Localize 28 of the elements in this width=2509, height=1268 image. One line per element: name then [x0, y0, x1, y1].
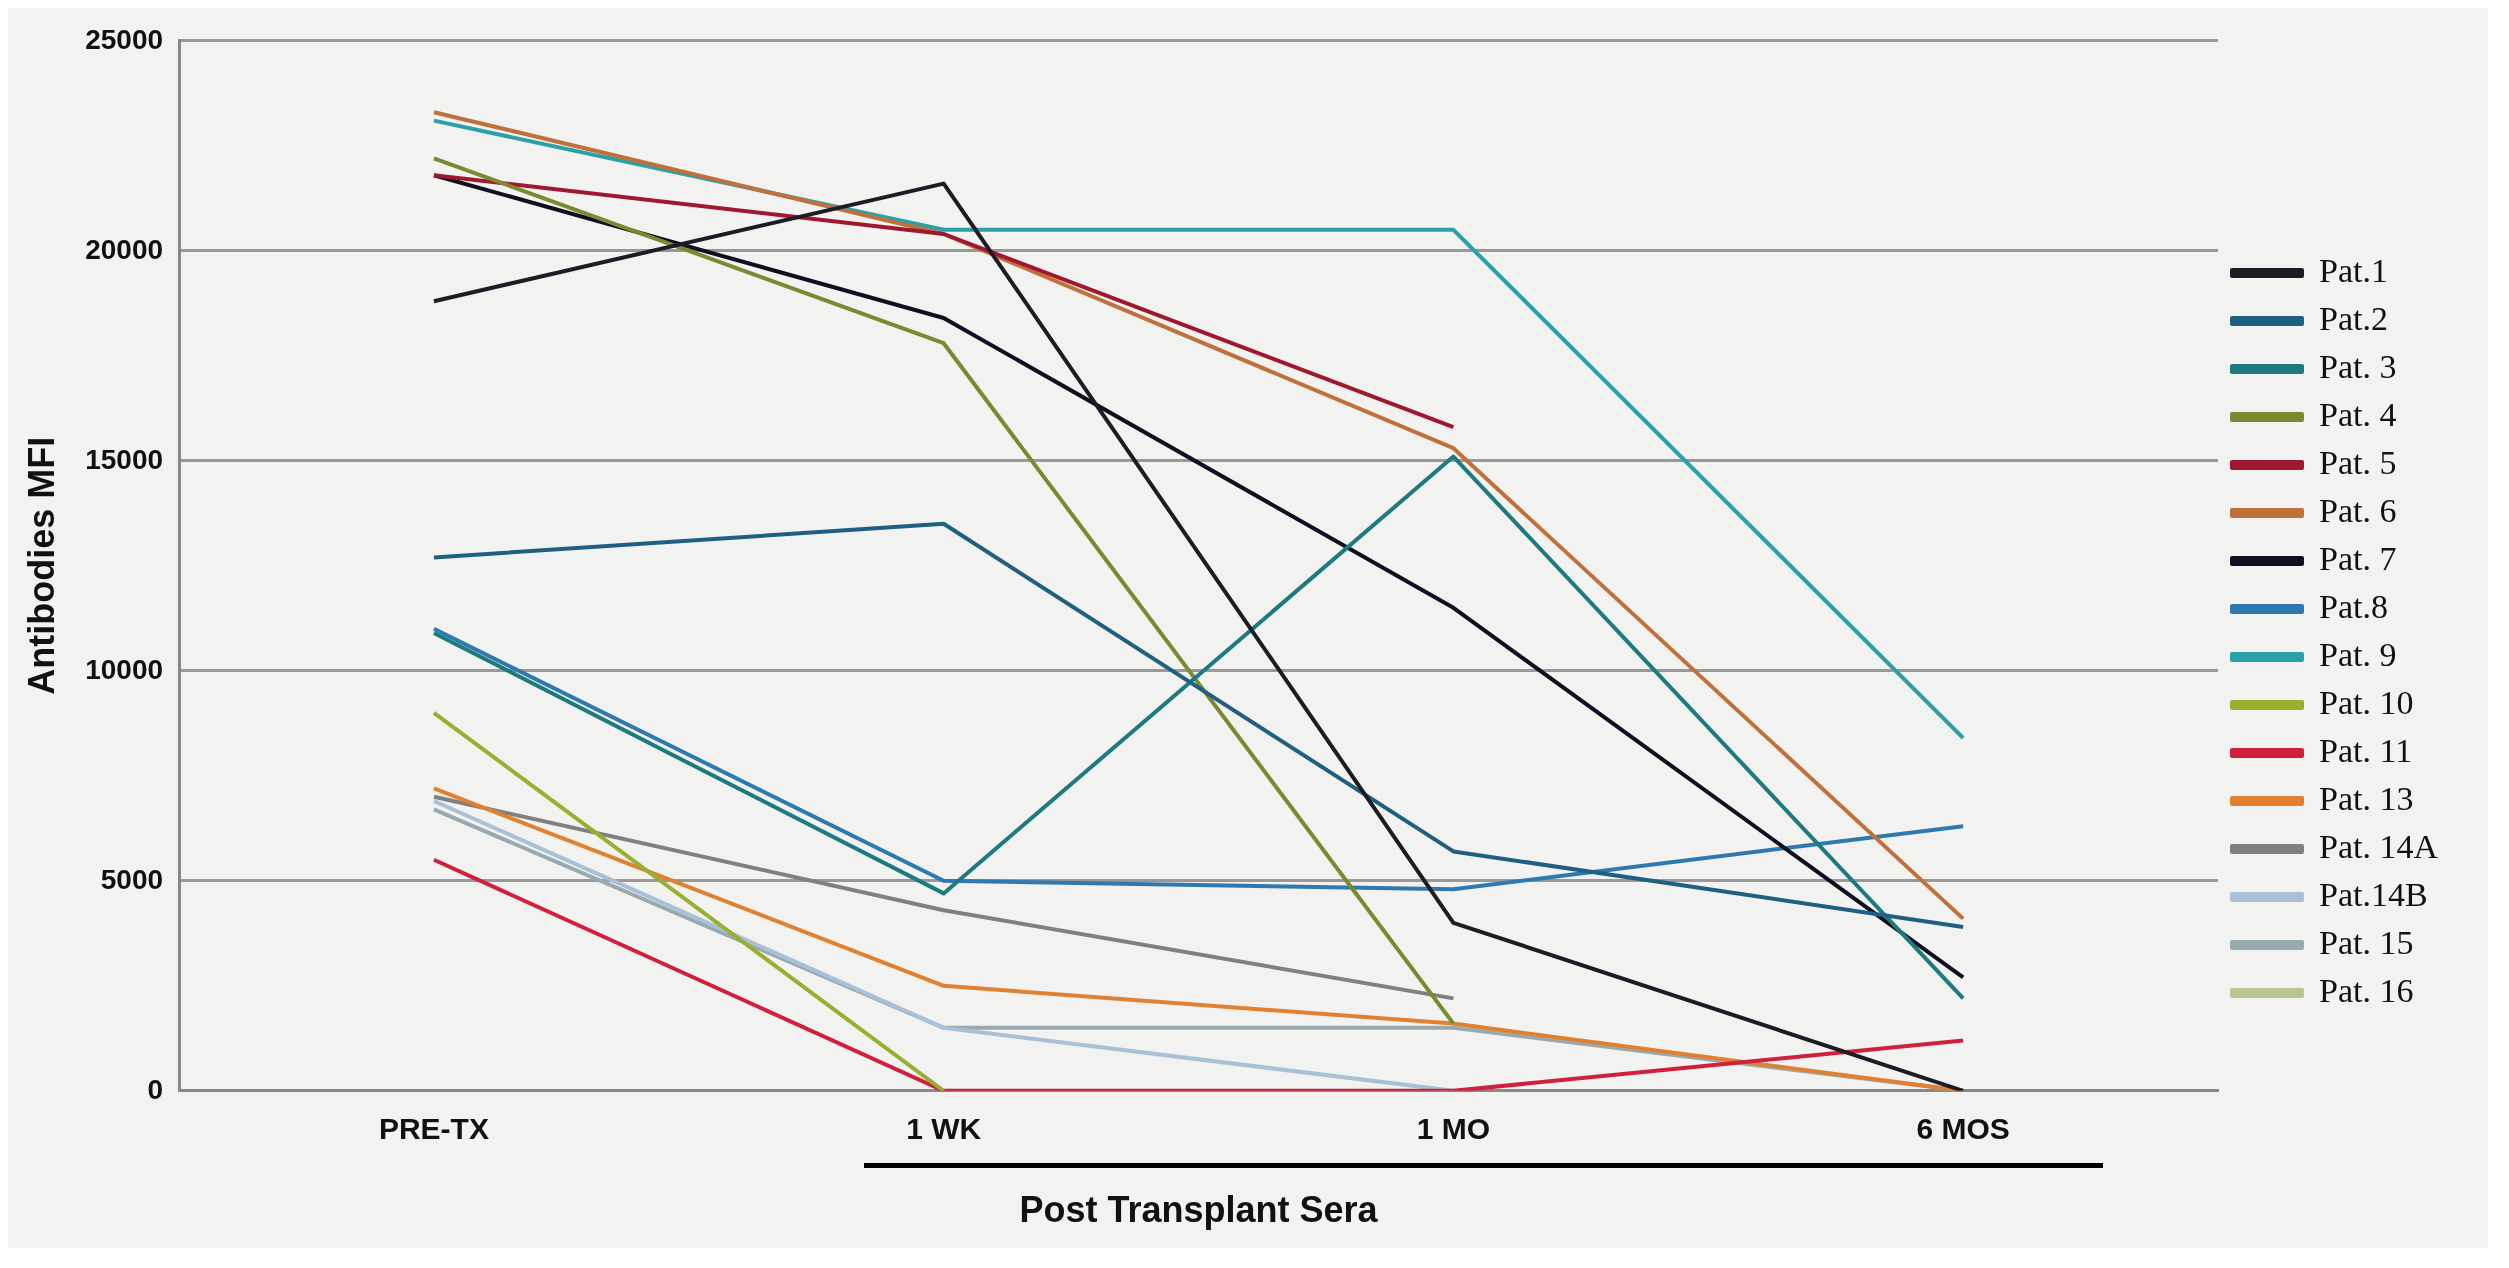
- y-tick-label: 5000: [100, 863, 164, 895]
- legend-label: Pat. 7: [2319, 539, 2397, 577]
- legend-label: Pat. 14A: [2319, 827, 2439, 865]
- y-axis-title: Antibodies MFI: [20, 436, 62, 695]
- legend-label: Pat. 3: [2319, 347, 2397, 385]
- legend-label: Pat. 11: [2319, 731, 2413, 769]
- y-tick-label: 15000: [85, 443, 164, 475]
- legend-label: Pat. 16: [2319, 971, 2414, 1009]
- legend-label: Pat. 4: [2319, 395, 2397, 433]
- x-tick-label: 1 MO: [1416, 1112, 1491, 1146]
- y-tick-label: 20000: [85, 233, 164, 265]
- legend-label: Pat. 10: [2319, 683, 2414, 721]
- y-tick-label: 25000: [85, 23, 164, 55]
- legend-label: Pat. 6: [2319, 491, 2397, 529]
- legend-label: Pat.1: [2319, 251, 2388, 289]
- x-tick-label: 6 MOS: [1916, 1112, 2010, 1146]
- x-tick-label: PRE-TX: [378, 1112, 489, 1146]
- y-tick-label: 10000: [85, 653, 164, 685]
- legend-label: Pat. 9: [2319, 635, 2397, 673]
- legend-label: Pat. 13: [2319, 779, 2414, 817]
- legend-label: Pat.2: [2319, 299, 2388, 337]
- legend-label: Pat.14B: [2319, 875, 2428, 913]
- x-axis-title: Post Transplant Sera: [1019, 1189, 1379, 1231]
- legend-label: Pat. 15: [2319, 923, 2414, 961]
- legend-label: Pat. 5: [2319, 443, 2397, 481]
- legend-label: Pat.8: [2319, 587, 2388, 625]
- y-tick-label: 0: [147, 1073, 164, 1105]
- x-tick-label: 1 WK: [906, 1112, 982, 1146]
